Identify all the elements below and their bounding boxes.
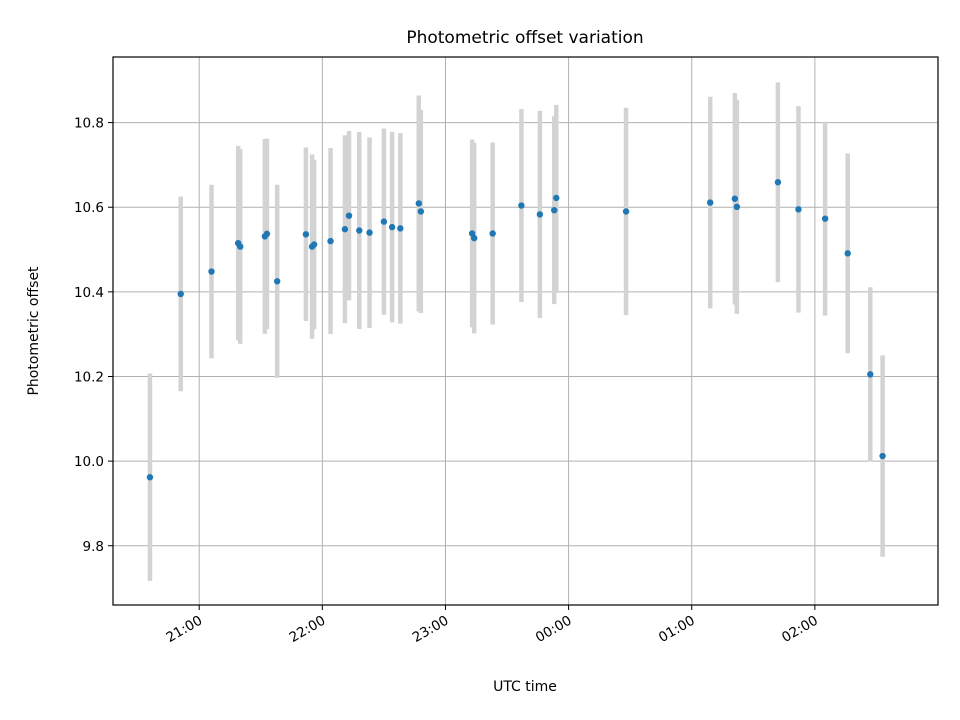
data-point (489, 230, 496, 237)
data-point (518, 202, 525, 209)
y-axis: 9.8 10.0 10.2 10.4 10.6 10.8 (74, 116, 113, 555)
data-point (388, 223, 396, 231)
data-point (415, 200, 422, 207)
data-point (208, 268, 215, 275)
data-point (366, 229, 373, 236)
data-point (146, 474, 154, 481)
y-tick-label: 10.2 (74, 369, 104, 385)
data-point (879, 452, 886, 460)
data-point (345, 212, 353, 219)
data-point (795, 206, 802, 213)
data-point (867, 371, 874, 378)
data-point (417, 208, 425, 215)
data-point (327, 237, 334, 245)
data-point (553, 194, 560, 202)
data-point (470, 234, 478, 242)
data-point (551, 206, 558, 214)
data-point (380, 218, 388, 225)
y-axis-label: Photometric offset (26, 266, 42, 396)
data-point (302, 231, 310, 238)
data-point (356, 227, 363, 234)
data-point (177, 290, 184, 298)
x-axis-label: UTC time (493, 679, 557, 695)
data-point (263, 230, 271, 238)
data-point (622, 208, 630, 215)
data-point (821, 215, 829, 222)
data-point (731, 195, 739, 202)
data-point (707, 199, 714, 206)
data-point (733, 203, 741, 211)
data-point (310, 241, 318, 248)
data-points (146, 179, 886, 481)
data-point (844, 250, 851, 257)
y-tick-label: 10.4 (74, 285, 104, 301)
data-point (273, 278, 281, 285)
plot-frame (112, 56, 939, 606)
data-point (774, 179, 782, 186)
data-point (237, 243, 244, 250)
data-point (536, 211, 544, 218)
data-point (341, 226, 349, 233)
chart-title: Photometric offset variation (406, 28, 643, 48)
y-tick-label: 10.0 (74, 454, 104, 470)
y-tick-label: 10.6 (74, 200, 104, 216)
data-point (397, 225, 404, 232)
y-tick-label: 10.8 (74, 116, 104, 132)
y-tick-label: 9.8 (83, 539, 104, 555)
